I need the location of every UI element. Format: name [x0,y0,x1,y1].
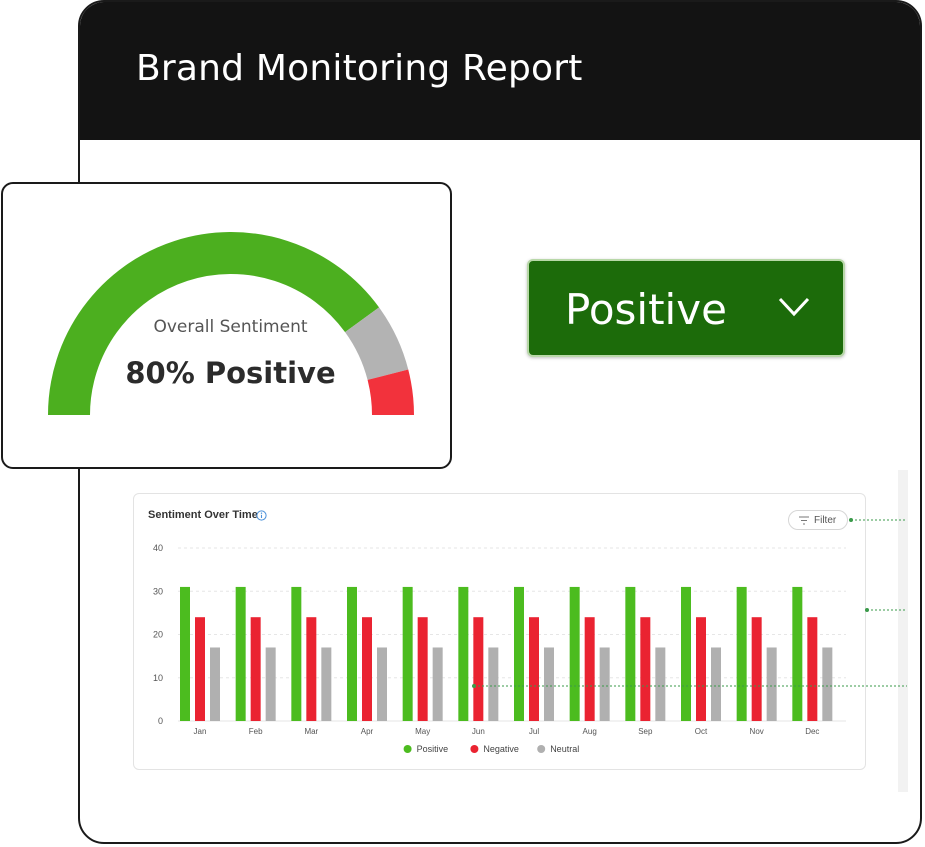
x-tick-label: Aug [583,727,597,736]
x-tick-label: Mar [304,727,318,736]
filter-button[interactable]: Filter [788,510,848,530]
bar-negative-sep [640,617,651,721]
bar-neutral-nov [766,647,777,721]
gauge-segment-positive [48,232,380,416]
legend-marker-neutral [537,745,546,753]
bar-negative-jun [473,617,484,721]
y-tick-label: 30 [153,586,163,596]
x-tick-label: May [415,727,430,736]
bar-neutral-jan [210,647,220,721]
bar-positive-sep [625,586,636,721]
sentiment-dropdown-value: Positive [565,285,727,334]
gauge-segment-negative [367,369,414,416]
bar-neutral-aug [599,647,610,721]
y-tick-label: 10 [153,673,163,683]
bar-positive-jul [514,586,524,721]
bar-positive-nov [736,586,747,721]
bar-negative-apr [362,617,372,721]
sentiment-chart-card: 0 10 20 30 40 Jan Feb Mar Apr May Jun Jul Aug Sep Oct N… [133,493,866,770]
bar-positive-dec [792,586,803,721]
x-tick-label: Nov [750,727,764,736]
bar-neutral-may [432,647,443,721]
chart-title: Sentiment Over Time [148,509,258,521]
bar-positive-apr [347,586,357,721]
bar-positive-aug [569,586,580,721]
gauge-value: 80% Positive [125,356,336,390]
info-icon[interactable] [256,510,267,521]
sentiment-dropdown[interactable]: Positive [527,259,845,357]
sentiment-bar-chart: 0 10 20 30 40 Jan Feb Mar Apr May Jun Jul Aug Sep Oct N… [153,543,846,754]
bar-negative-aug [584,617,595,721]
bar-negative-may [417,617,428,721]
x-tick-label: Feb [249,727,263,736]
sentiment-gauge-card: Overall Sentiment 80% Positive [1,182,452,469]
bar-negative-feb [250,617,261,721]
legend-marker-negative [470,745,479,753]
legend-label-positive: Positive [417,744,449,754]
bar-positive-jun [458,586,469,721]
bar-negative-mar [306,617,317,721]
bar-neutral-feb [265,647,276,721]
y-tick-label: 40 [153,543,163,553]
bar-positive-mar [291,586,302,721]
legend-label-neutral: Neutral [550,744,579,754]
bar-negative-oct [696,617,706,721]
bar-positive-oct [681,586,691,721]
y-tick-label: 20 [153,630,163,640]
x-tick-label: Apr [361,727,374,736]
bar-negative-jan [195,617,205,721]
report-title: Brand Monitoring Report [136,48,583,89]
y-tick-label: 0 [158,716,163,726]
gauge-segment-neutral [344,307,409,381]
bar-neutral-jun [488,647,499,721]
bar-positive-jan [180,586,190,721]
x-tick-label: Sep [638,727,653,736]
x-tick-label: Dec [805,727,819,736]
gauge-label: Overall Sentiment [153,317,308,337]
bar-neutral-apr [377,647,387,721]
bar-negative-jul [529,617,539,721]
bar-negative-dec [807,617,818,721]
x-tick-label: Jun [472,727,485,736]
bar-negative-nov [751,617,762,721]
bar-neutral-dec [822,647,833,721]
x-tick-label: Jan [194,727,207,736]
chevron-down-icon [778,297,810,317]
bar-positive-may [402,586,413,721]
x-tick-label: Oct [695,727,708,736]
x-tick-label: Jul [529,727,539,736]
filter-icon [799,516,809,525]
bar-neutral-oct [711,647,721,721]
scrollbar[interactable] [898,470,908,792]
legend-label-negative: Negative [483,744,519,754]
legend-marker-positive [403,745,412,753]
filter-label: Filter [814,515,837,526]
bar-neutral-mar [321,647,332,721]
bar-neutral-jul [544,647,554,721]
bar-positive-feb [235,586,246,721]
bar-neutral-sep [655,647,666,721]
report-header: Brand Monitoring Report [80,2,920,140]
sentiment-gauge [48,232,414,416]
